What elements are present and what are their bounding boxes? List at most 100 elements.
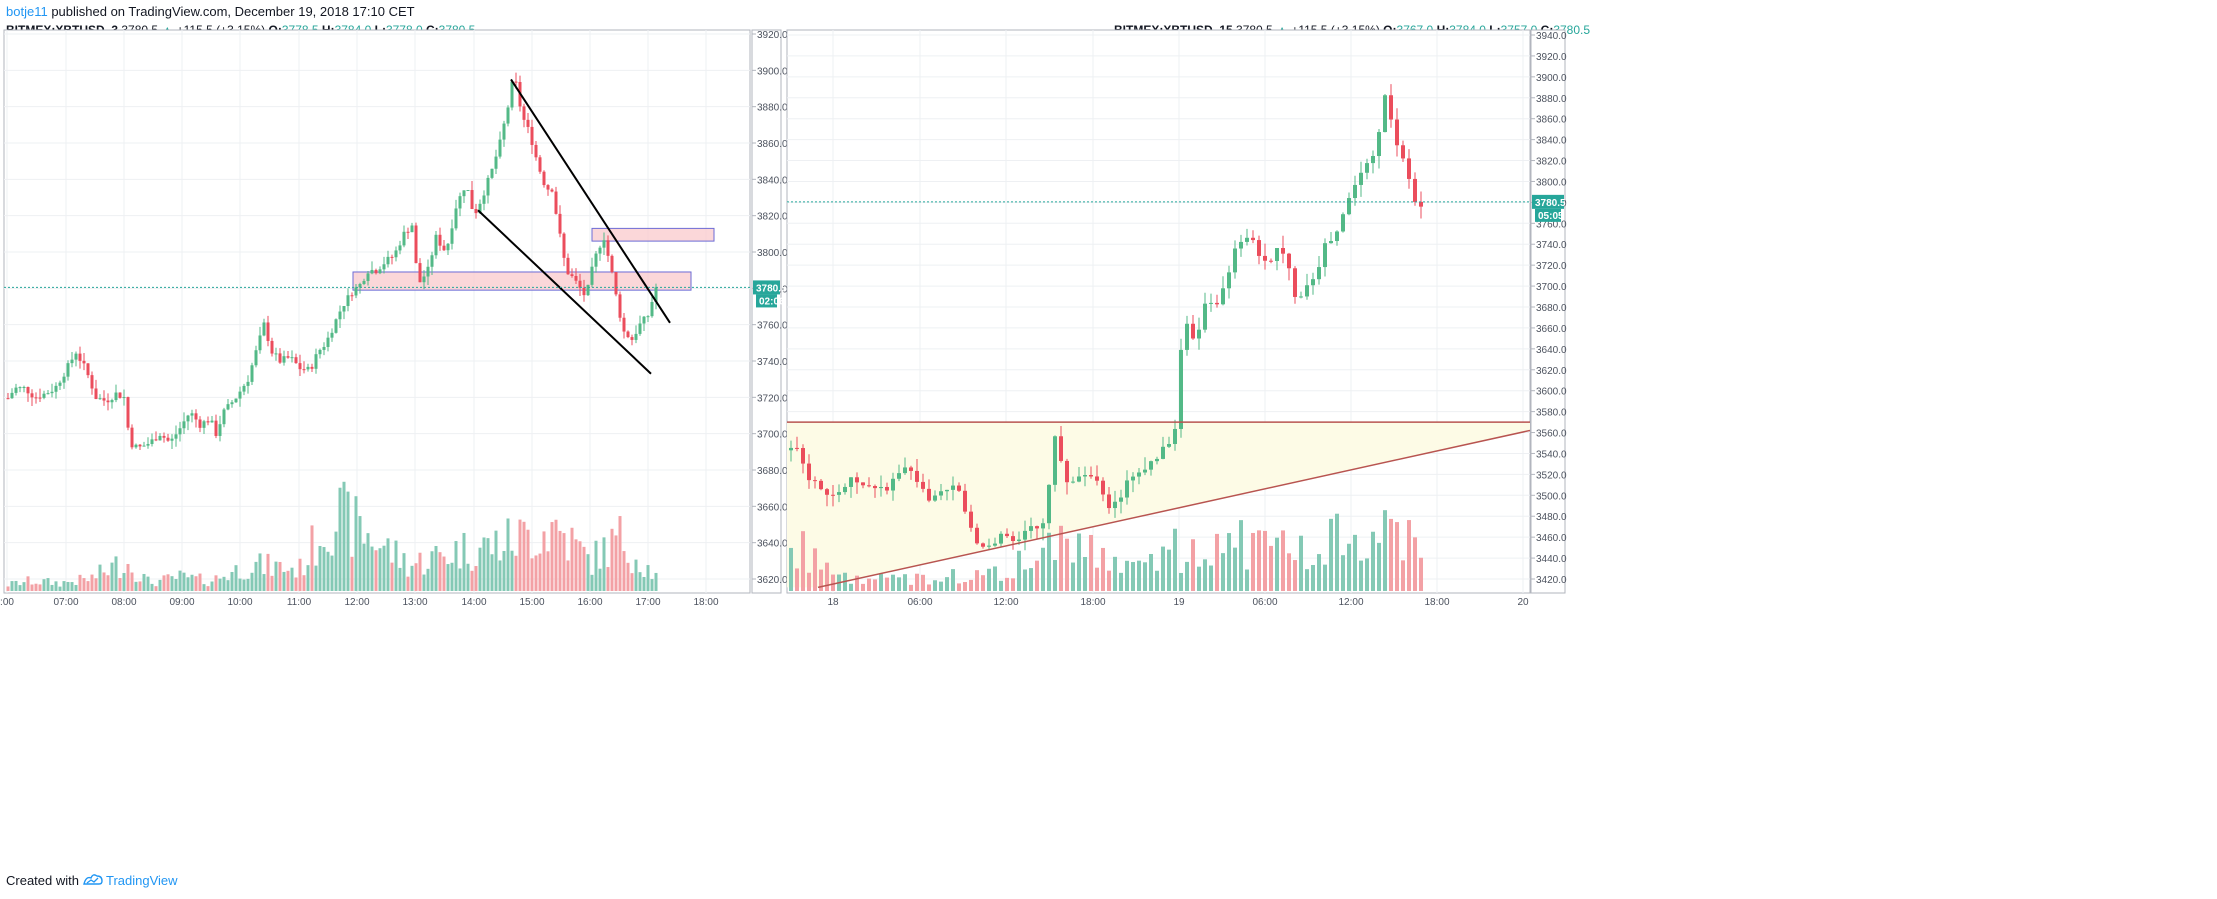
left-volume-bar [454,541,458,591]
left-candle-body [626,331,630,338]
right-candle-body [1113,501,1117,509]
left-volume-bar [522,521,526,591]
left-volume-bar [442,556,446,591]
right-candle-body [1137,472,1141,477]
left-volume-bar [486,538,490,591]
left-candle-body [166,437,170,441]
left-y-tick-label: 3800.0 [757,248,788,259]
author-link[interactable]: botje11 [6,4,48,19]
left-volume-bar [238,578,242,591]
left-volume-bar [322,547,326,591]
right-candle-body [1245,237,1249,242]
left-candle-body [634,333,638,340]
left-volume-bar [230,571,234,591]
right-y-tick-label: 3440.0 [1536,554,1567,565]
left-candle-body [222,409,226,425]
right-y-tick-label: 3500.0 [1536,491,1567,502]
right-volume-bar [915,573,919,591]
left-candle-body [274,353,278,355]
left-candle-body [562,233,566,258]
right-candle-body [1095,476,1099,481]
left-candle-body [534,144,538,158]
right-candle-body [795,447,799,449]
left-candle-body [246,381,250,386]
left-candle-body [654,287,658,303]
right-volume-bar [999,580,1003,591]
left-candle-body [30,393,34,398]
left-x-tick-label: :00 [0,597,14,608]
right-volume-bar [1053,559,1057,591]
left-y-tick-label: 3720.0 [757,393,788,404]
left-candle-body [546,185,550,190]
right-volume-bar [1173,528,1177,591]
left-volume-bar [62,581,66,591]
left-volume-bar [326,551,330,591]
left-candle-body [650,302,654,317]
left-candle-body [174,434,178,439]
left-volume-bar [470,570,474,591]
right-y-tick-label: 3480.0 [1536,512,1567,523]
right-volume-bar [1329,518,1333,591]
left-volume-bar [94,578,98,591]
right-volume-bar [879,574,883,591]
right-volume-bar [1185,561,1189,591]
right-y-tick-label: 3660.0 [1536,324,1567,335]
right-y-tick-label: 3840.0 [1536,136,1567,147]
tradingview-logo-icon [82,873,106,888]
right-candle-body [813,480,817,482]
left-volume-bar [426,568,430,591]
right-y-tick-label: 3620.0 [1536,366,1567,377]
left-candle-body [182,421,186,429]
right-candle-body [819,480,823,490]
left-y-tick-label: 3700.0 [757,430,788,441]
left-candle-body [374,269,378,274]
left-candle-body [566,257,570,275]
right-y-tick-label: 3800.0 [1536,177,1567,188]
left-volume-bar [542,531,546,591]
left-volume-bar [466,563,470,591]
left-candle-body [390,256,394,258]
left-candle-body [238,391,242,399]
right-candle-body [1281,248,1285,254]
right-candle-body [855,477,859,483]
left-candle-body [294,357,298,364]
right-y-tick-label: 3600.0 [1536,387,1567,398]
left-volume-bar [278,561,282,591]
left-candle-body [482,195,486,204]
left-volume-bar [42,579,46,591]
left-candle-body [542,171,546,186]
right-volume-bar [1113,556,1117,591]
left-candle-body [38,397,42,399]
right-x-tick-label: 18 [827,597,839,608]
right-x-tick-label: 18:00 [1424,597,1449,608]
left-y-tick-label: 3620.0 [757,575,788,586]
left-volume-bar [374,550,378,591]
left-candle-body [70,359,74,364]
right-candle-body [951,485,955,490]
right-candle-body [1149,461,1153,470]
right-candle-body [1161,446,1165,459]
right-candle-body [1371,156,1375,164]
left-volume-bar [82,578,86,591]
right-candle-body [1089,475,1093,477]
right-candle-body [867,485,871,487]
left-x-tick-label: 15:00 [519,597,544,608]
tradingview-link[interactable]: TradingView [106,873,178,888]
right-candle-body [789,447,793,451]
left-volume-bar [402,553,406,591]
left-candle-body [478,203,482,214]
right-candle-body [1353,184,1357,199]
left-x-tick-label: 07:00 [53,597,78,608]
right-candle-body [1323,243,1327,268]
left-candle-body [266,322,270,341]
right-price-axis [1530,29,1566,594]
left-candle-body [342,306,346,312]
right-candle-body [999,533,1003,544]
left-volume-bar [118,578,122,591]
right-candle-body [987,545,991,547]
left-candle-body [142,445,146,447]
right-candle-body [885,486,889,491]
left-chart-pane: 3920.0 3900.0 3880.0 3860.0 3840.0 3820.0 3800… [0,29,788,608]
left-volume-bar [90,574,94,591]
